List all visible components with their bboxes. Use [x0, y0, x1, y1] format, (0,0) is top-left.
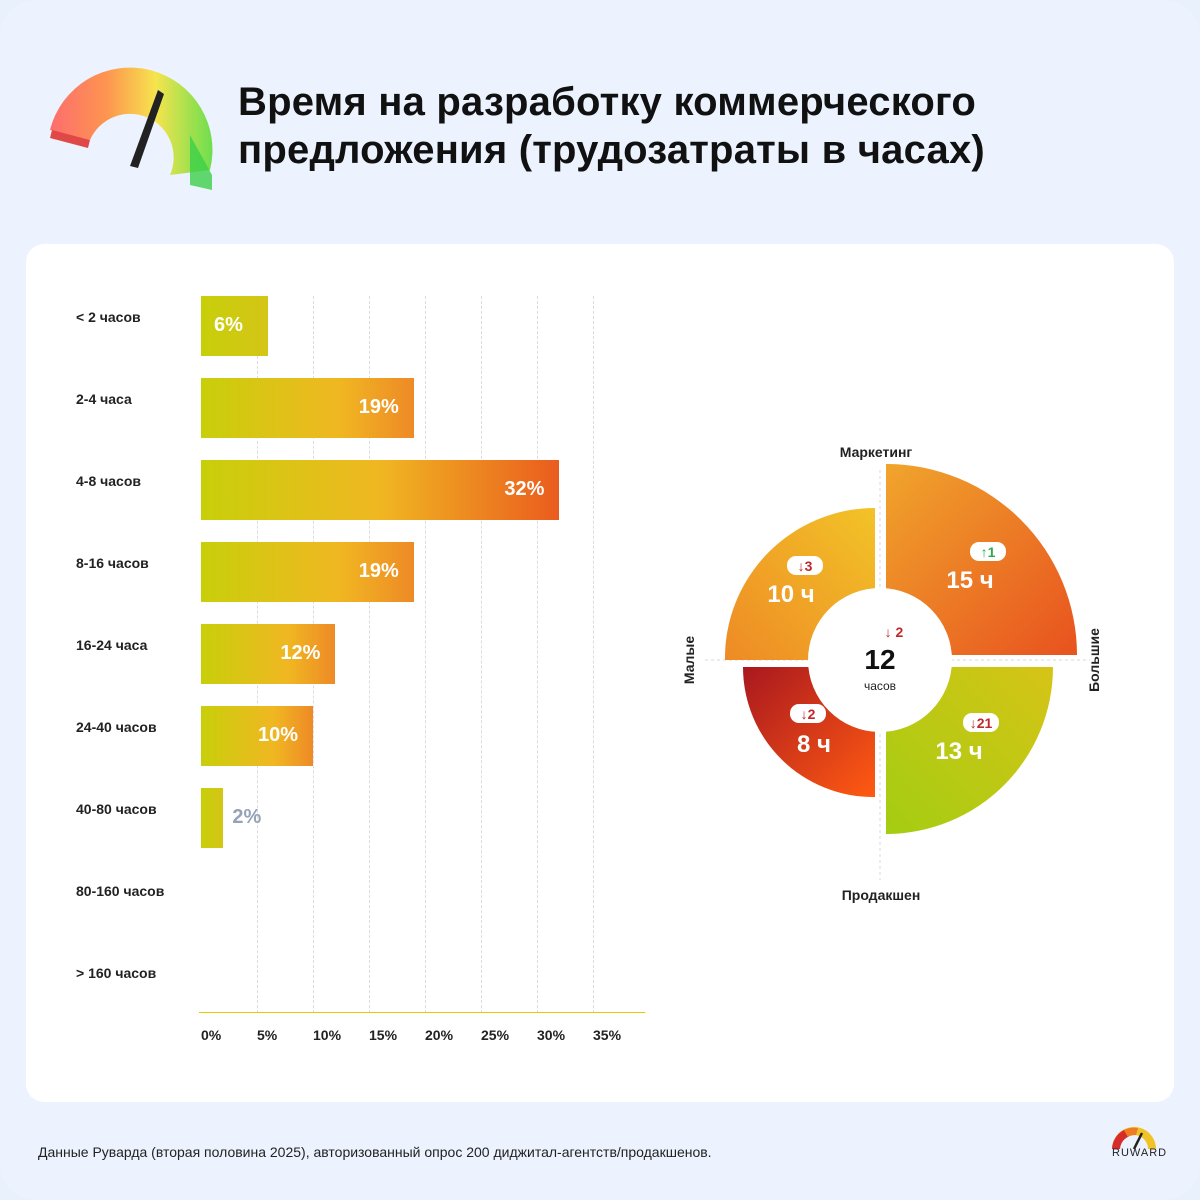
- bar-value-label: 10%: [258, 724, 299, 746]
- title-line-1: Время на разработку коммерческого: [238, 80, 976, 124]
- grid-line: [481, 296, 482, 1013]
- category-label: < 2 часов: [76, 309, 141, 325]
- category-label: 8-16 часов: [76, 555, 149, 571]
- category-label: 4-8 часов: [76, 473, 141, 489]
- change-badge: [970, 542, 1006, 561]
- axis-label-bottom: Продакшен: [842, 887, 921, 903]
- bar-value-label: 12%: [280, 642, 321, 664]
- change-badge: [787, 556, 823, 575]
- x-tick-label: 20%: [425, 1027, 454, 1043]
- category-label: 16-24 часа: [76, 637, 148, 653]
- center-value: 12: [864, 644, 895, 675]
- axis-label-right: Большие: [1086, 628, 1102, 692]
- bar: [201, 378, 414, 438]
- x-tick-label: 15%: [369, 1027, 398, 1043]
- axis-label-left: Малые: [681, 636, 697, 684]
- bar: [201, 460, 560, 520]
- bar: [201, 542, 414, 602]
- segment-value: 10 ч: [767, 581, 814, 608]
- change-badge-text: ↓21: [970, 715, 993, 731]
- category-label: 80-160 часов: [76, 883, 165, 899]
- bar-value-label: 6%: [214, 314, 243, 336]
- change-badge-text: ↑1: [981, 544, 996, 560]
- x-tick-label: 35%: [593, 1027, 622, 1043]
- change-badge: [963, 713, 999, 732]
- grid-line: [425, 296, 426, 1013]
- center-circle: [808, 588, 952, 732]
- x-tick-label: 10%: [313, 1027, 342, 1043]
- grid-line: [593, 296, 594, 1013]
- category-label: 40-80 часов: [76, 801, 157, 817]
- center-change: ↓ 2: [885, 624, 904, 640]
- bar: [201, 788, 224, 848]
- bar: [201, 296, 269, 356]
- bar: [201, 624, 336, 684]
- category-label: 24-40 часов: [76, 719, 157, 735]
- bar-value-label: 32%: [504, 478, 545, 500]
- gauge-logo-icon: [50, 67, 213, 190]
- x-tick-label: 0%: [201, 1027, 222, 1043]
- x-tick-label: 25%: [481, 1027, 510, 1043]
- segment-value: 15 ч: [946, 567, 993, 594]
- change-badge-text: ↓2: [801, 706, 816, 722]
- category-label: 2-4 часа: [76, 391, 132, 407]
- segment-value: 13 ч: [935, 738, 982, 765]
- axis-label-top: Маркетинг: [840, 444, 913, 460]
- bar-value-label: 19%: [358, 396, 399, 418]
- center-unit: часов: [864, 679, 896, 693]
- grid-line: [537, 296, 538, 1013]
- title-line-2: предложения (трудозатраты в часах): [238, 128, 985, 172]
- x-axis-line: [199, 1012, 645, 1013]
- footer-source: Данные Руварда (вторая половина 2025), а…: [38, 1144, 712, 1160]
- segment-value: 8 ч: [797, 731, 831, 758]
- brand-name: RUWARD: [1112, 1147, 1168, 1159]
- bar: [201, 706, 313, 766]
- change-badge: [790, 704, 826, 723]
- ruward-logo-icon: [1112, 1127, 1156, 1150]
- page-title: Время на разработку коммерческого предло…: [238, 78, 1138, 174]
- x-tick-label: 5%: [257, 1027, 278, 1043]
- bar-value-label: 2%: [232, 806, 262, 828]
- x-tick-label: 30%: [537, 1027, 566, 1043]
- category-label: > 160 часов: [76, 965, 157, 981]
- change-badge-text: ↓3: [798, 558, 813, 574]
- bar-value-label: 19%: [358, 560, 399, 582]
- grid-line: [369, 296, 370, 1013]
